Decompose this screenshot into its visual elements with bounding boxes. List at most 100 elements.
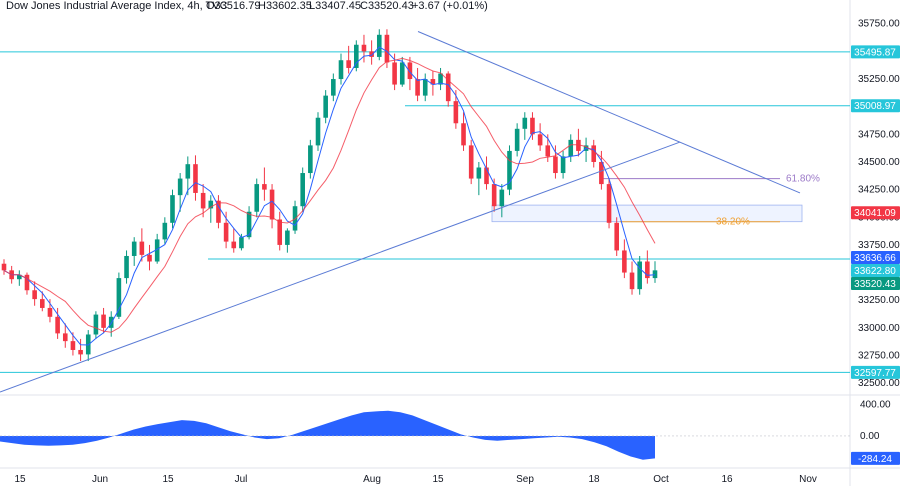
candle-body bbox=[384, 34, 390, 63]
price-label-box bbox=[851, 250, 900, 264]
candle-body bbox=[323, 95, 328, 118]
price-label-box bbox=[851, 206, 900, 220]
candle-body bbox=[147, 254, 152, 262]
price-tick-label: 35250.00 bbox=[858, 74, 900, 85]
candle-body bbox=[499, 189, 505, 207]
candle-body bbox=[461, 123, 466, 146]
price-tick-label: 33750.00 bbox=[858, 240, 900, 251]
moving-averages-layer bbox=[3, 46, 656, 346]
candle-body bbox=[376, 34, 382, 57]
candle-body bbox=[300, 173, 305, 207]
open-value: O33516.79 bbox=[206, 0, 260, 12]
oscillator-tick-label: 400.00 bbox=[860, 399, 891, 410]
candle-body bbox=[70, 341, 76, 350]
candle-body bbox=[154, 239, 160, 262]
candle-body bbox=[55, 316, 60, 334]
oscillator-tick-label: 0.00 bbox=[860, 431, 880, 442]
candle-body bbox=[354, 44, 359, 68]
candle-body bbox=[392, 62, 397, 85]
price-label-box bbox=[851, 45, 900, 59]
oscillator-value-box bbox=[851, 451, 900, 465]
price-label-box bbox=[851, 276, 900, 290]
candle-body bbox=[484, 167, 489, 185]
candle-body bbox=[185, 164, 191, 179]
candle-body bbox=[308, 145, 313, 174]
candle-body bbox=[101, 314, 106, 328]
candle-body bbox=[315, 117, 321, 146]
candle-body bbox=[645, 261, 650, 279]
candle-body bbox=[285, 230, 290, 245]
time-axis[interactable]: 15 Jun 15 Jul Aug 15 Sep 18 Oct 16 Nov bbox=[14, 474, 816, 485]
price-tick-label: 33250.00 bbox=[858, 295, 900, 306]
candle-body bbox=[430, 79, 436, 85]
time-tick-label: Sep bbox=[516, 474, 534, 485]
candle-body bbox=[223, 222, 229, 242]
candle-body bbox=[468, 145, 474, 179]
candle-body bbox=[200, 192, 206, 209]
time-tick-label: 18 bbox=[588, 474, 600, 485]
price-tick-label: 34500.00 bbox=[858, 157, 900, 168]
candle-body bbox=[530, 117, 535, 135]
price-tick-label: 34750.00 bbox=[858, 129, 900, 140]
time-tick-label: 15 bbox=[14, 474, 26, 485]
low-value: L33407.45 bbox=[309, 0, 361, 12]
high-value: H33602.35 bbox=[258, 0, 312, 12]
candle-body bbox=[62, 333, 68, 342]
candle-body bbox=[269, 189, 275, 220]
candle-body bbox=[652, 270, 658, 279]
candle-body bbox=[162, 222, 168, 240]
price-label-text: 33520.43 bbox=[854, 279, 896, 290]
candle-body bbox=[124, 255, 129, 279]
candle-body bbox=[553, 156, 558, 174]
candle-body bbox=[568, 139, 574, 157]
candles-layer bbox=[1, 29, 658, 362]
candle-body bbox=[537, 134, 543, 146]
candle-body bbox=[338, 60, 344, 80]
levels-layer: 61.80% 38.20% bbox=[0, 51, 850, 373]
price-tick-label: 32750.00 bbox=[858, 351, 900, 362]
price-label-text: 33622.80 bbox=[854, 266, 896, 277]
oscillator-layer bbox=[0, 410, 850, 460]
candle-body bbox=[599, 161, 604, 185]
candle-body bbox=[422, 79, 428, 96]
price-labels-layer: 35495.87 35008.97 34041.09 33636.66 33622.80… bbox=[851, 45, 900, 465]
time-tick-label: 15 bbox=[432, 474, 444, 485]
price-label-text: 35008.97 bbox=[854, 101, 896, 112]
candle-body bbox=[606, 184, 612, 223]
candle-body bbox=[24, 274, 30, 291]
candle-body bbox=[415, 79, 420, 96]
candle-body bbox=[507, 150, 512, 190]
candle-body bbox=[453, 101, 459, 124]
candle-body bbox=[78, 349, 83, 355]
candle-body bbox=[116, 278, 122, 317]
price-label-text: 33636.66 bbox=[854, 253, 896, 264]
time-tick-label: Aug bbox=[363, 474, 381, 485]
candle-body bbox=[560, 156, 566, 174]
candle-body bbox=[239, 237, 244, 249]
candle-body bbox=[407, 62, 413, 80]
fib-zone-box bbox=[491, 204, 803, 223]
candle-body bbox=[177, 178, 183, 196]
candle-body bbox=[438, 73, 443, 85]
candle-body bbox=[514, 128, 520, 151]
fast-ma-line bbox=[3, 46, 656, 346]
candle-body bbox=[131, 241, 137, 256]
slow-ma-line bbox=[3, 57, 656, 333]
time-tick-label: Oct bbox=[653, 474, 669, 485]
ascending-trendline bbox=[0, 141, 681, 393]
candle-body bbox=[576, 139, 581, 151]
candle-body bbox=[32, 290, 37, 300]
fib-level-label: 38.20% bbox=[716, 217, 750, 228]
candle-body bbox=[1, 263, 7, 271]
fib-level-label: 61.80% bbox=[786, 174, 820, 185]
descending-trendline bbox=[417, 31, 801, 194]
candle-body bbox=[231, 241, 237, 249]
oscillator-area bbox=[0, 410, 655, 460]
price-label-text: 34041.09 bbox=[854, 208, 896, 219]
oscillator-value-text: -284.24 bbox=[858, 454, 892, 465]
price-tick-label: 35750.00 bbox=[858, 19, 900, 30]
time-tick-label: 15 bbox=[162, 474, 174, 485]
candle-body bbox=[545, 145, 551, 157]
candle-body bbox=[17, 274, 22, 280]
